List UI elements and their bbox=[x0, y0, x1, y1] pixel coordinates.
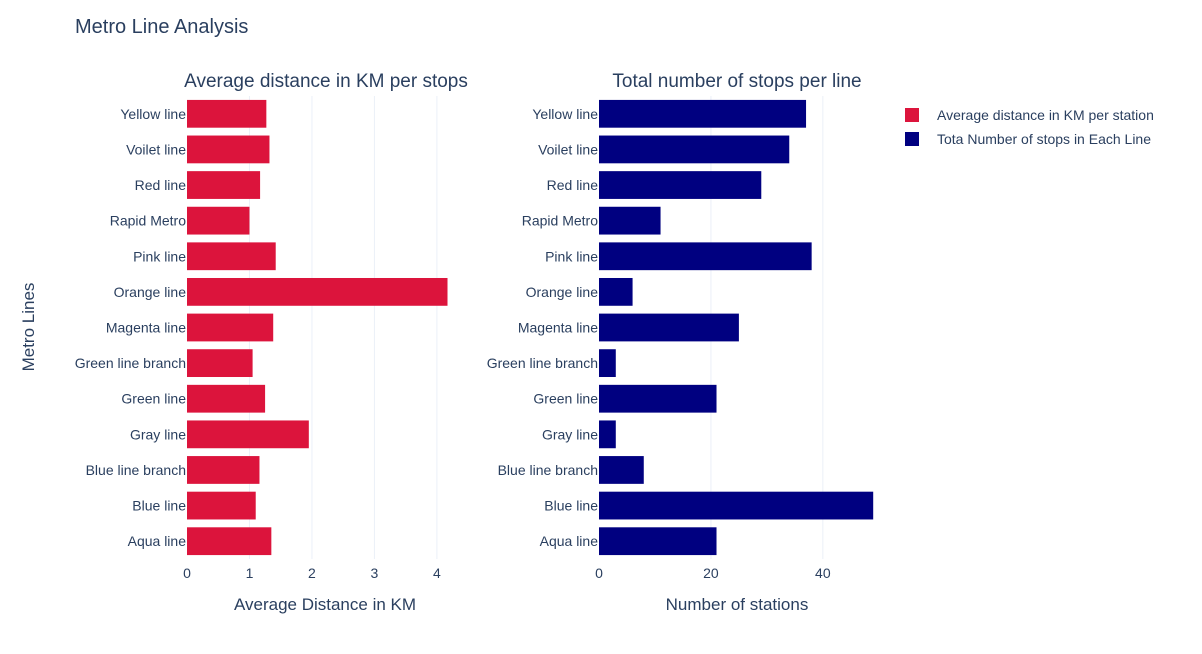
bar-blue-line-branch[interactable] bbox=[187, 456, 260, 484]
x-tick-label: 20 bbox=[703, 565, 719, 581]
y-tick-label: Rapid Metro bbox=[522, 213, 598, 229]
subplot-total-stops: 0 20 40 Yellow line Voilet line Red line Rapid… bbox=[487, 71, 874, 614]
subplot-average-distance: 0 1 2 3 4 Yellow line Voilet line Red line Rapid… bbox=[75, 71, 468, 614]
y-tick-label: Aqua line bbox=[128, 533, 187, 549]
y-tick-label: Yellow line bbox=[120, 106, 186, 122]
y-tick-label: Yellow line bbox=[532, 106, 598, 122]
y-tick-label: Gray line bbox=[130, 426, 186, 442]
y-axis-title: Metro Lines bbox=[19, 283, 38, 372]
y-tick-label: Blue line branch bbox=[498, 462, 598, 478]
y-tick-label: Orange line bbox=[114, 284, 187, 300]
bar-red-line[interactable] bbox=[187, 171, 261, 199]
bar-magenta-line[interactable] bbox=[599, 313, 739, 342]
x-axis-title: Average Distance in KM bbox=[234, 595, 416, 614]
bar-green-line[interactable] bbox=[187, 384, 266, 413]
y-tick-label: Rapid Metro bbox=[110, 213, 186, 229]
y-tick-label: Blue line bbox=[132, 498, 186, 514]
y-tick-label: Pink line bbox=[133, 248, 186, 264]
x-tick-label: 3 bbox=[371, 565, 379, 581]
bar-orange-line[interactable] bbox=[599, 277, 633, 306]
bar-yellow-line[interactable] bbox=[187, 99, 267, 128]
x-tick-label: 0 bbox=[595, 565, 603, 581]
y-tick-label: Orange line bbox=[526, 284, 599, 300]
y-tick-label: Magenta line bbox=[106, 320, 186, 336]
bar-rapid-metro[interactable] bbox=[599, 206, 661, 235]
bar-green-line-branch[interactable] bbox=[599, 349, 616, 378]
y-tick-label: Blue line bbox=[544, 498, 598, 514]
x-tick-label: 1 bbox=[246, 565, 254, 581]
y-tick-label: Red line bbox=[135, 177, 187, 193]
bar-magenta-line[interactable] bbox=[187, 313, 274, 342]
bar-blue-line-branch[interactable] bbox=[599, 456, 644, 484]
legend-swatch[interactable] bbox=[905, 108, 919, 122]
chart-title: Metro Line Analysis bbox=[75, 16, 248, 38]
y-tick-label: Pink line bbox=[545, 248, 598, 264]
bar-aqua-line[interactable] bbox=[187, 527, 272, 556]
y-tick-label: Voilet line bbox=[126, 141, 186, 157]
x-tick-label: 2 bbox=[308, 565, 316, 581]
bar-green-line[interactable] bbox=[599, 384, 717, 413]
x-tick-label: 4 bbox=[433, 565, 441, 581]
y-tick-label: Green line bbox=[533, 391, 598, 407]
bar-green-line-branch[interactable] bbox=[187, 349, 253, 378]
bar-blue-line[interactable] bbox=[187, 491, 256, 520]
subplot-title: Average distance in KM per stops bbox=[184, 71, 468, 92]
legend-label[interactable]: Tota Number of stops in Each Line bbox=[937, 131, 1151, 147]
bar-pink-line[interactable] bbox=[187, 242, 276, 271]
bar-rapid-metro[interactable] bbox=[187, 206, 250, 235]
bar-yellow-line[interactable] bbox=[599, 99, 807, 128]
subplot-title: Total number of stops per line bbox=[612, 71, 861, 92]
bar-voilet-line[interactable] bbox=[187, 135, 270, 164]
bar-red-line[interactable] bbox=[599, 171, 762, 199]
y-tick-label: Magenta line bbox=[518, 320, 598, 336]
y-tick-label: Voilet line bbox=[538, 141, 598, 157]
bar-aqua-line[interactable] bbox=[599, 527, 717, 556]
bar-blue-line[interactable] bbox=[599, 491, 874, 520]
y-tick-label: Red line bbox=[547, 177, 599, 193]
y-tick-label: Gray line bbox=[542, 426, 598, 442]
bar-gray-line[interactable] bbox=[187, 420, 309, 449]
bar-orange-line[interactable] bbox=[187, 277, 448, 306]
x-tick-label: 0 bbox=[183, 565, 191, 581]
y-tick-label: Blue line branch bbox=[86, 462, 186, 478]
bar-gray-line[interactable] bbox=[599, 420, 616, 449]
y-tick-label: Aqua line bbox=[540, 533, 599, 549]
x-axis-title: Number of stations bbox=[666, 595, 809, 614]
legend-swatch[interactable] bbox=[905, 132, 919, 146]
legend: Average distance in KM per station Tota N… bbox=[905, 107, 1154, 147]
bar-pink-line[interactable] bbox=[599, 242, 812, 271]
y-tick-label: Green line bbox=[121, 391, 186, 407]
legend-label[interactable]: Average distance in KM per station bbox=[937, 107, 1154, 123]
y-tick-label: Green line branch bbox=[75, 355, 186, 371]
bar-voilet-line[interactable] bbox=[599, 135, 790, 164]
x-tick-label: 40 bbox=[815, 565, 831, 581]
y-tick-label: Green line branch bbox=[487, 355, 598, 371]
